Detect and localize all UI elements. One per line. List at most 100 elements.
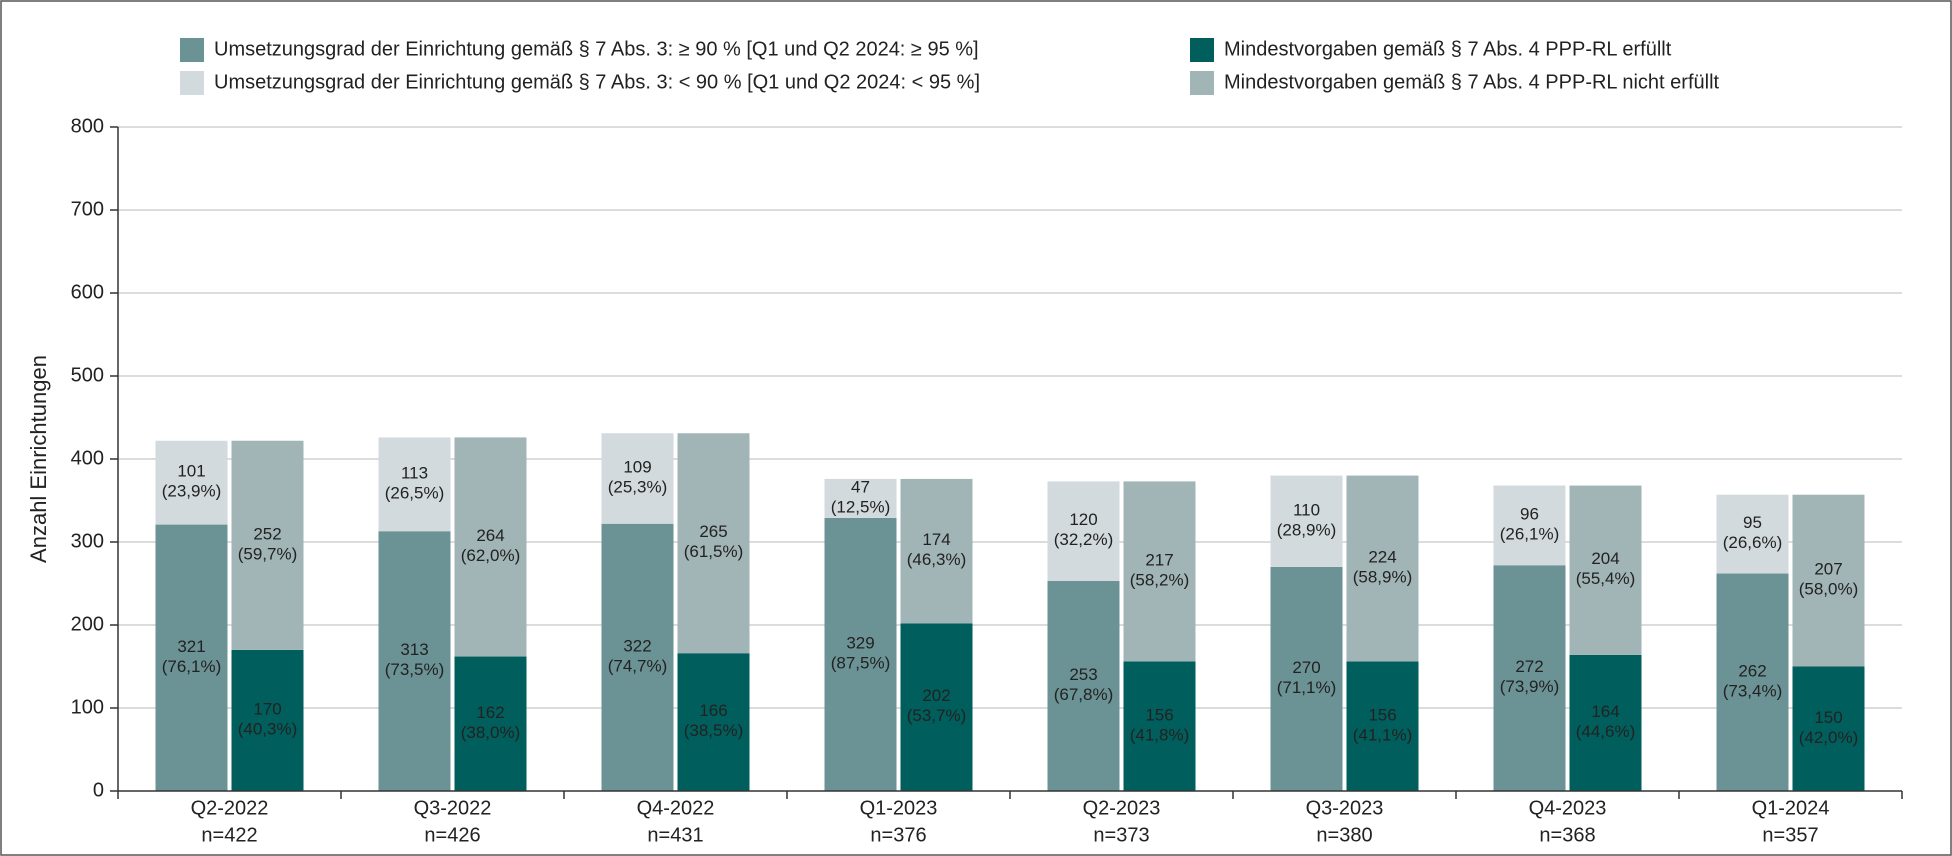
y-tick-label: 400 (71, 447, 104, 469)
y-tick-label: 200 (71, 613, 104, 635)
value-label: 120 (32,2%) (1054, 511, 1114, 550)
y-tick-label: 600 (71, 281, 104, 303)
x-tick-sublabel: n=376 (870, 824, 926, 846)
y-tick-label: 700 (71, 198, 104, 220)
bar-segment (155, 440, 228, 525)
legend-label: Mindestvorgaben gemäß § 7 Abs. 4 PPP-RL … (1224, 38, 1672, 60)
bar-segment (824, 517, 897, 791)
value-label: 272 (73,9%) (1500, 658, 1560, 697)
bar-segment (677, 433, 750, 654)
bar-segment (1716, 494, 1789, 574)
value-label: 162 (38,0%) (461, 703, 521, 742)
legend-label: Umsetzungsgrad der Einrichtung gemäß § 7… (214, 38, 979, 60)
bar-segment (1346, 475, 1419, 662)
bar-segment (1123, 661, 1196, 791)
value-label: 47 (12,5%) (831, 478, 891, 517)
bar-segment (900, 623, 973, 791)
x-tick-sublabel: n=357 (1762, 824, 1818, 846)
bar-segment (1569, 485, 1642, 655)
x-tick-label: Q4-2022 (637, 797, 715, 819)
x-tick-label: Q1-2023 (860, 797, 938, 819)
x-tick-sublabel: n=368 (1539, 824, 1595, 846)
y-tick-label: 500 (71, 364, 104, 386)
value-label: 110 (28,9%) (1277, 501, 1337, 540)
x-tick-label: Q2-2023 (1083, 797, 1161, 819)
x-tick-sublabel: n=422 (201, 824, 257, 846)
bar-segment (454, 437, 527, 657)
x-tick-label: Q2-2022 (191, 797, 269, 819)
legend-swatch (1190, 71, 1214, 95)
legend-swatch (180, 38, 204, 62)
value-label: 321 (76,1%) (162, 637, 222, 676)
x-tick-sublabel: n=426 (424, 824, 480, 846)
x-tick-sublabel: n=373 (1093, 824, 1149, 846)
bar-segment (1716, 573, 1789, 791)
bar-segment (378, 437, 451, 532)
legend-label: Umsetzungsgrad der Einrichtung gemäß § 7… (214, 71, 980, 93)
bar-segment (824, 478, 897, 518)
value-label: 150 (42,0%) (1799, 708, 1859, 747)
bar-segment (1569, 654, 1642, 791)
value-label: 264 (62,0%) (461, 526, 521, 565)
value-label: 207 (58,0%) (1799, 560, 1859, 599)
value-label: 96 (26,1%) (1500, 505, 1560, 544)
bar-segment (1047, 481, 1120, 582)
value-label: 217 (58,2%) (1130, 551, 1190, 590)
y-tick-label: 800 (71, 115, 104, 137)
bar-segment (1792, 494, 1865, 667)
bar-segment (1047, 581, 1120, 791)
bar-segment (601, 523, 674, 791)
legend-swatch (1190, 38, 1214, 62)
x-tick-label: Q3-2023 (1306, 797, 1384, 819)
bar-segment (1270, 566, 1343, 791)
x-tick-label: Q1-2024 (1752, 797, 1830, 819)
bar-segment (1493, 485, 1566, 566)
value-label: 270 (71,1%) (1277, 658, 1337, 697)
value-label: 313 (73,5%) (385, 641, 445, 680)
x-tick-label: Q3-2022 (414, 797, 492, 819)
value-label: 101 (23,9%) (162, 462, 222, 501)
value-label: 224 (58,9%) (1353, 548, 1413, 587)
bar-segment (1792, 666, 1865, 791)
legend-swatch (180, 71, 204, 95)
value-label: 170 (40,3%) (238, 700, 298, 739)
bar-segment (601, 433, 674, 524)
value-label: 95 (26,6%) (1723, 514, 1783, 553)
value-label: 109 (25,3%) (608, 458, 668, 497)
x-tick-label: Q4-2023 (1529, 797, 1607, 819)
y-tick-label: 0 (93, 779, 104, 801)
bar-segment (1493, 565, 1566, 791)
value-label: 252 (59,7%) (238, 525, 298, 564)
legend-label: Mindestvorgaben gemäß § 7 Abs. 4 PPP-RL … (1224, 71, 1720, 93)
bar-segment (378, 531, 451, 791)
value-label: 156 (41,8%) (1130, 706, 1190, 745)
bar-segment (231, 440, 304, 650)
bar-segment (1123, 481, 1196, 662)
y-tick-label: 100 (71, 696, 104, 718)
value-label: 322 (74,7%) (608, 637, 668, 676)
value-label: 202 (53,7%) (907, 687, 967, 726)
value-label: 174 (46,3%) (907, 531, 967, 570)
value-label: 204 (55,4%) (1576, 550, 1636, 589)
bar-segment (1270, 475, 1343, 567)
y-tick-label: 300 (71, 530, 104, 552)
value-label: 164 (44,6%) (1576, 702, 1636, 741)
value-label: 113 (26,5%) (385, 464, 445, 503)
bar-segment (454, 656, 527, 791)
bar-segment (1346, 661, 1419, 791)
y-axis-label: Anzahl Einrichtungen (26, 355, 51, 563)
value-label: 166 (38,5%) (684, 702, 744, 741)
x-tick-sublabel: n=431 (647, 824, 703, 846)
value-label: 253 (67,8%) (1054, 665, 1114, 704)
bar-segment (155, 524, 228, 791)
value-label: 329 (87,5%) (831, 634, 891, 673)
bar-segment (231, 649, 304, 791)
value-label: 265 (61,5%) (684, 523, 744, 562)
bar-segment (677, 653, 750, 791)
value-label: 156 (41,1%) (1353, 706, 1413, 745)
x-tick-sublabel: n=380 (1316, 824, 1372, 846)
bar-segment (900, 478, 973, 624)
value-label: 262 (73,4%) (1723, 662, 1783, 701)
